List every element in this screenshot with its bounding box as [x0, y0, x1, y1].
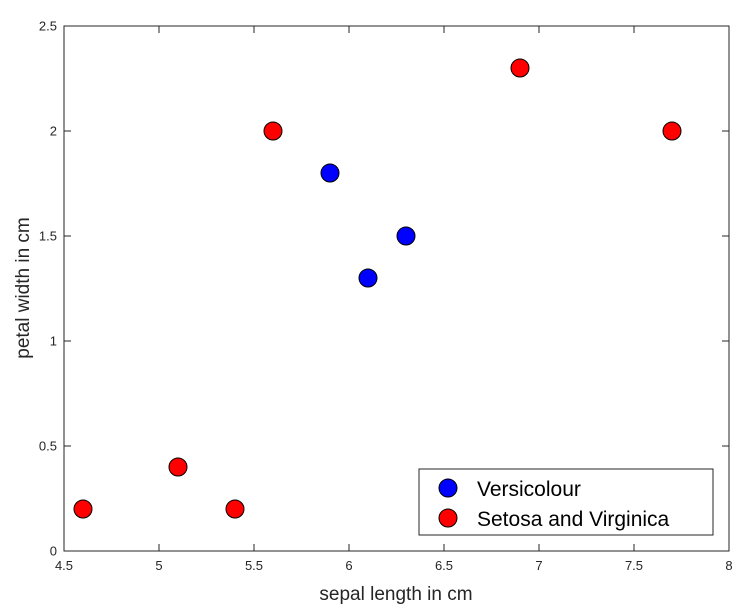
x-tick-label: 8 [725, 558, 732, 573]
data-point-versicolour [396, 226, 416, 246]
legend-label-versicolour: Versicolour [477, 478, 581, 501]
x-axis-label: sepal length in cm [319, 584, 472, 605]
data-point-setosa-virginica [168, 457, 188, 477]
y-tick-label: 0 [50, 544, 57, 559]
x-tick-label: 6.5 [435, 558, 453, 573]
data-point-versicolour [358, 268, 378, 288]
y-axis-label: petal width in cm [13, 217, 34, 359]
x-tick-label: 6 [345, 558, 352, 573]
y-tick-label: 2 [50, 124, 57, 139]
data-point-versicolour [320, 163, 340, 183]
data-point-setosa-virginica [510, 58, 530, 78]
legend: Versicolour Setosa and Virginica [418, 468, 714, 536]
y-tick-label: 0.5 [39, 439, 57, 454]
y-tick-label: 2.5 [39, 19, 57, 34]
data-point-setosa-virginica [263, 121, 283, 141]
x-tick-label: 7.5 [625, 558, 643, 573]
x-tick-label: 5.5 [245, 558, 263, 573]
legend-label-setosa-virginica: Setosa and Virginica [477, 508, 670, 531]
data-point-setosa-virginica [225, 499, 245, 519]
legend-marker-setosa-virginica [438, 508, 458, 528]
y-tick-label: 1.5 [39, 229, 57, 244]
x-tick-label: 7 [535, 558, 542, 573]
x-tick-label: 4.5 [55, 558, 73, 573]
legend-box [418, 468, 714, 536]
legend-marker-versicolour [438, 478, 458, 498]
data-points [73, 58, 682, 519]
x-tick-label: 5 [155, 558, 162, 573]
axis-ticks: 4.5 5 5.5 6 6.5 7 7.5 8 0 0.5 1 1.5 2 2.5 [39, 19, 733, 574]
data-point-setosa-virginica [73, 499, 93, 519]
y-tick-label: 1 [50, 334, 57, 349]
data-point-setosa-virginica [662, 121, 682, 141]
